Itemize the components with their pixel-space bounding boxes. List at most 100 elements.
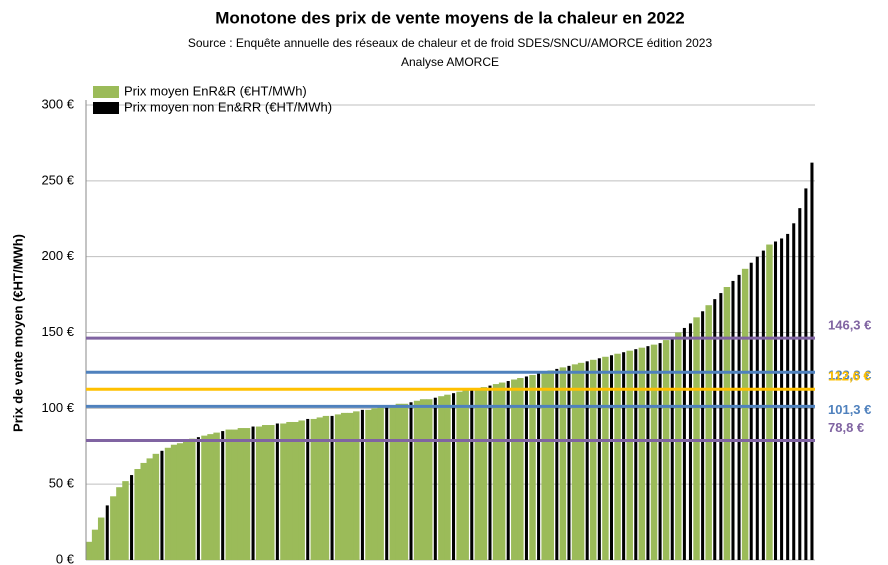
bar: [492, 384, 500, 560]
bar: [555, 368, 559, 560]
bar: [792, 223, 796, 561]
bar: [780, 238, 784, 560]
y-tick-label: 200 €: [41, 248, 74, 263]
bar: [498, 382, 506, 560]
bar: [243, 428, 251, 560]
bar: [201, 435, 208, 560]
bar: [164, 447, 172, 560]
bar: [488, 385, 492, 560]
chart-title: Monotone des prix de vente moyens de la …: [215, 8, 685, 27]
bar: [804, 188, 808, 560]
bar: [634, 349, 638, 560]
bar: [360, 409, 364, 560]
bar: [602, 356, 609, 560]
bar: [705, 305, 712, 560]
bar: [389, 405, 397, 560]
bar: [395, 403, 403, 560]
bar: [670, 337, 674, 560]
bar: [723, 287, 731, 560]
bar: [456, 391, 463, 560]
bar: [371, 408, 378, 560]
bar: [261, 425, 269, 560]
chart-note: Analyse AMORCE: [401, 55, 499, 69]
bar: [419, 399, 427, 560]
bar: [701, 311, 705, 560]
bar: [559, 367, 567, 560]
bar: [275, 423, 279, 560]
legend-label: Prix moyen EnR&R (€HT/MWh): [124, 83, 307, 98]
bar: [529, 374, 536, 560]
bar: [626, 350, 633, 560]
bar: [268, 425, 275, 560]
bar: [221, 431, 225, 560]
bar: [577, 362, 585, 560]
chart-subtitle: Source : Enquête annuelle des réseaux de…: [188, 36, 713, 50]
bar: [306, 418, 310, 560]
bar: [176, 443, 184, 560]
y-tick-label: 250 €: [41, 172, 74, 187]
bar: [480, 387, 488, 560]
bar: [590, 359, 597, 560]
bar: [658, 343, 662, 560]
bar: [110, 496, 117, 560]
bar: [547, 370, 554, 560]
y-tick-label: 150 €: [41, 324, 74, 339]
bar: [749, 262, 753, 560]
bar: [116, 487, 123, 560]
bar: [741, 268, 749, 560]
bar: [160, 450, 164, 560]
bar: [225, 429, 232, 560]
bar: [170, 444, 178, 560]
bar: [347, 412, 354, 560]
bar: [693, 317, 700, 560]
bar: [365, 409, 372, 560]
bar: [719, 293, 723, 560]
y-tick-label: 50 €: [49, 476, 75, 491]
bar: [255, 426, 263, 560]
bar: [650, 344, 658, 560]
bar: [322, 415, 330, 560]
bar: [130, 475, 134, 560]
bar: [609, 355, 614, 560]
bar: [474, 388, 482, 560]
bar: [438, 396, 445, 560]
bar: [426, 399, 433, 560]
bar: [334, 414, 342, 560]
bar: [662, 340, 670, 560]
bar: [444, 394, 451, 560]
bar: [310, 418, 318, 560]
bar: [409, 402, 413, 560]
bar: [189, 438, 196, 560]
bar: [183, 440, 190, 560]
bar: [713, 299, 717, 560]
bar: [286, 421, 293, 560]
bar: [506, 381, 510, 560]
bar: [152, 453, 160, 560]
bar: [97, 517, 105, 560]
bar: [731, 280, 735, 560]
bar: [614, 353, 621, 560]
bar: [237, 428, 245, 560]
bar: [766, 244, 773, 561]
bar: [773, 241, 778, 560]
bar: [537, 373, 541, 560]
bar: [524, 376, 528, 560]
bar: [541, 371, 548, 560]
bar: [462, 390, 469, 560]
reference-label: 112,6 €: [828, 369, 871, 384]
bar: [316, 417, 324, 560]
bar: [134, 469, 141, 560]
bar: [298, 420, 305, 560]
bar: [470, 388, 474, 560]
bar: [638, 347, 646, 560]
reference-label: 123,8 €: [828, 368, 871, 383]
bar: [810, 162, 814, 560]
bar: [207, 434, 214, 560]
bar: [292, 421, 299, 560]
bar: [122, 481, 129, 560]
bar: [280, 423, 287, 560]
bar: [511, 379, 518, 560]
bar: [330, 415, 334, 560]
bar: [385, 406, 389, 560]
bar: [353, 411, 360, 560]
